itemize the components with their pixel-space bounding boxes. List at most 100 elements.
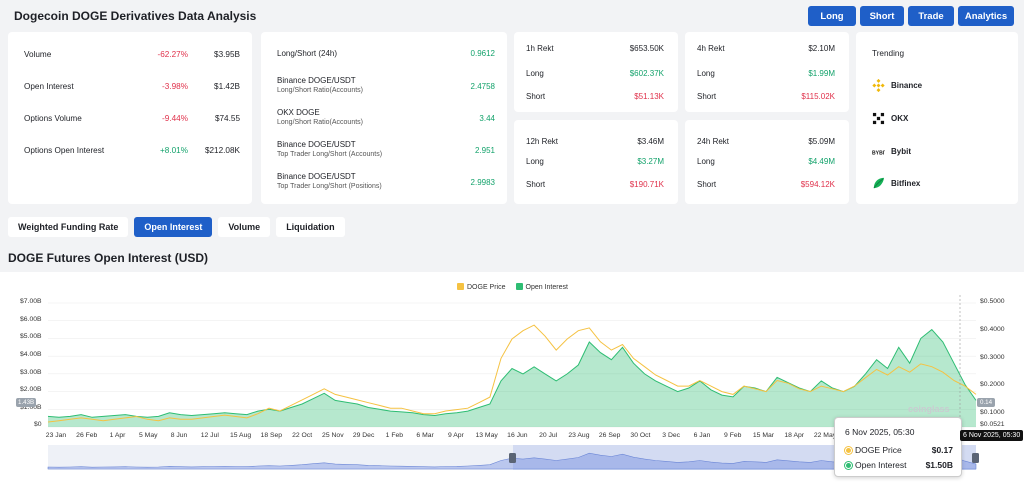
x-tick: 9 Apr — [447, 432, 464, 439]
long-short-item[interactable]: OKX DOGE Long/Short Ratio(Accounts) 3.44 — [277, 108, 495, 126]
y-tick-right: $0.5000 — [980, 298, 1005, 305]
trending-okx[interactable]: OKX — [872, 112, 908, 125]
stat-change: -62.27% — [157, 50, 189, 59]
long-short-item[interactable]: Binance DOGE/USDT Top Trader Long/Short … — [277, 172, 495, 190]
tooltip-row-doge-price: DOGE Price $0.17 — [845, 445, 953, 455]
x-tick: 6 Mar — [416, 432, 434, 439]
x-tick: 1 Apr — [109, 432, 126, 439]
navigator-handle-left — [509, 453, 516, 463]
y-tick-left: $4.00B — [20, 351, 42, 358]
legend-item-doge-price[interactable]: DOGE Price — [457, 283, 506, 291]
trending-bitfinex[interactable]: Bitfinex — [872, 177, 920, 190]
page-header: Dogecoin DOGE Derivatives Data Analysis … — [0, 0, 1024, 32]
stat-value: $1.42B — [214, 82, 240, 91]
long-button[interactable]: Long — [808, 6, 856, 26]
y-tick-left: $6.00B — [20, 316, 42, 323]
x-tick: 22 Oct — [292, 432, 313, 439]
tooltip-date: 6 Nov 2025, 05:30 — [845, 427, 915, 437]
y-tick-right: $0.0521 — [980, 421, 1005, 428]
tab-weighted-funding-rate[interactable]: Weighted Funding Rate — [8, 217, 129, 237]
trending-title: Trending — [872, 49, 905, 58]
y-tick-right: $0.2000 — [980, 381, 1005, 388]
long-short-main-value: 0.9612 — [470, 49, 495, 58]
rekt-card-12h: 12h Rekt $3.46M Long $3.27M Short $190.71K — [514, 120, 678, 204]
stat-change: +8.01% — [160, 146, 188, 155]
chart-legend: DOGE Price Open Interest — [457, 283, 568, 291]
binance-icon — [872, 79, 885, 92]
rekt-card-1h: 1h Rekt $653.50K Long $602.37K Short $51.13… — [514, 32, 678, 112]
chart-tooltip: 6 Nov 2025, 05:30 DOGE Price $0.17 Open … — [834, 417, 962, 477]
x-tick: 12 Jul — [200, 432, 219, 439]
y-tick-left: $2.00B — [20, 386, 42, 393]
trending-binance[interactable]: Binance — [872, 79, 922, 92]
x-tick: 26 Sep — [598, 432, 621, 439]
bybit-icon: BYBIT — [872, 150, 885, 156]
y-tick-left: $0 — [34, 421, 42, 428]
stat-value: $74.55 — [214, 114, 240, 123]
long-short-item[interactable]: Binance DOGE/USDT Top Trader Long/Short … — [277, 140, 495, 158]
stat-change: -9.44% — [162, 114, 188, 123]
y-tick-right: $0.1000 — [980, 409, 1005, 416]
x-tick: 22 May — [813, 432, 837, 439]
okx-icon — [872, 112, 885, 125]
trade-button[interactable]: Trade — [908, 6, 954, 26]
navigator-handle-right — [972, 453, 979, 463]
stat-change: -3.98% — [162, 82, 188, 91]
trending-bybit[interactable]: BYBIT Bybit — [872, 147, 911, 157]
crosshair-date-flag: 6 Nov 2025, 05:30 — [960, 430, 1024, 441]
x-tick: 29 Dec — [352, 432, 375, 439]
open-interest-line — [47, 328, 977, 418]
y-tick-left: $1.00B — [20, 404, 42, 411]
x-tick: 26 Feb — [76, 432, 98, 439]
x-tick: 8 Jun — [170, 432, 188, 439]
x-tick: 20 Jul — [539, 432, 558, 439]
coinglass-watermark: coinglass — [908, 404, 950, 414]
analytics-button[interactable]: Analytics — [958, 6, 1014, 26]
tab-open-interest[interactable]: Open Interest — [134, 217, 213, 237]
x-tick: 16 Jun — [507, 432, 528, 439]
rekt-card-24h: 24h Rekt $5.09M Long $4.49M Short $594.12K — [685, 120, 849, 204]
svg-text:BYBIT: BYBIT — [872, 150, 885, 156]
current-price-marker: 0.14 — [977, 398, 996, 407]
doge-price-line — [47, 324, 977, 423]
y-tick-right: $0.3000 — [980, 354, 1005, 361]
top-action-buttons: Long Short Trade Analytics — [808, 6, 1014, 26]
page-title: Dogecoin DOGE Derivatives Data Analysis — [14, 9, 257, 23]
stats-card: Volume -62.27% $3.95B Open Interest -3.9… — [8, 32, 252, 204]
x-tick: 15 Aug — [229, 432, 252, 439]
chart-tabs: Weighted Funding Rate Open Interest Volu… — [8, 217, 345, 237]
open-interest-area — [48, 329, 976, 427]
y-tick-right: $0.4000 — [980, 326, 1005, 333]
x-tick: 9 Feb — [724, 432, 742, 439]
x-tick: 18 Sep — [260, 432, 283, 439]
y-tick-left: $5.00B — [20, 333, 42, 340]
tab-liquidation[interactable]: Liquidation — [276, 217, 345, 237]
x-tick: 15 Mar — [752, 432, 775, 439]
chart-title: DOGE Futures Open Interest (USD) — [8, 251, 209, 265]
short-button[interactable]: Short — [860, 6, 904, 26]
x-tick: 6 Jan — [693, 432, 711, 439]
x-tick: 18 Apr — [784, 432, 805, 439]
x-tick: 23 Jan — [45, 432, 67, 439]
legend-item-open-interest[interactable]: Open Interest — [515, 283, 568, 291]
x-tick: 25 Nov — [322, 432, 344, 439]
current-oi-marker: 1.43B — [16, 398, 37, 407]
x-tick: 13 May — [475, 432, 498, 439]
trending-card: Trending Binance OKX BYBIT Bybit — [856, 32, 1018, 204]
long-short-card: Long/Short (24h) 0.9612 Binance DOGE/USD… — [261, 32, 507, 204]
stat-value: $3.95B — [214, 50, 240, 59]
y-tick-left: $7.00B — [20, 298, 42, 305]
x-tick: 3 Dec — [662, 432, 681, 439]
x-tick: 30 Oct — [630, 432, 651, 439]
tab-volume[interactable]: Volume — [218, 217, 271, 237]
y-tick-left: $3.00B — [20, 369, 42, 376]
x-tick: 5 May — [139, 432, 158, 439]
long-short-item[interactable]: Binance DOGE/USDT Long/Short Ratio(Accou… — [277, 76, 495, 94]
tooltip-row-open-interest: Open Interest $1.50B — [845, 460, 953, 470]
long-short-main: Long/Short (24h) 0.9612 — [277, 49, 495, 58]
stat-value: $212.08K — [204, 146, 240, 155]
x-tick: 23 Aug — [568, 432, 590, 439]
rekt-card-4h: 4h Rekt $2.10M Long $1.99M Short $115.02K — [685, 32, 849, 112]
bitfinex-icon — [873, 177, 885, 189]
